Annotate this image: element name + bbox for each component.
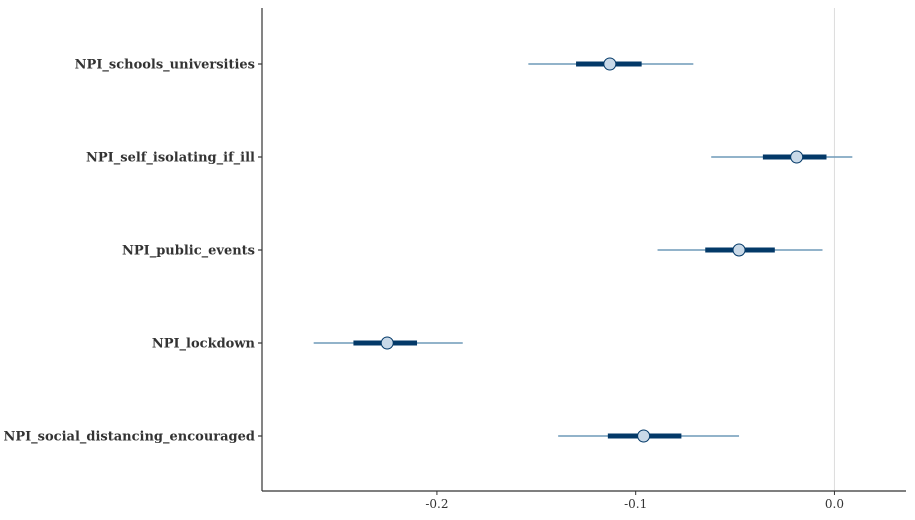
interval-row	[558, 429, 740, 443]
median-point	[637, 429, 651, 443]
median-point	[790, 150, 804, 164]
y-tick-label: NPI_social_distancing_encouraged	[3, 430, 255, 445]
y-axis: NPI_schools_universities NPI_self_isolati…	[3, 8, 263, 491]
interval-row	[528, 57, 694, 71]
x-tick-label: -0.2	[425, 497, 448, 511]
interval-marks	[313, 57, 853, 443]
median-point	[732, 243, 746, 257]
y-tick-label: NPI_lockdown	[152, 337, 256, 352]
y-tick-label: NPI_self_isolating_if_ill	[86, 151, 255, 166]
interval-row	[711, 150, 853, 164]
median-point	[380, 336, 394, 350]
x-tick-label: -0.1	[624, 497, 647, 511]
y-tick-label: NPI_schools_universities	[75, 58, 255, 73]
median-point	[603, 57, 617, 71]
interval-row	[657, 243, 823, 257]
y-tick-label: NPI_public_events	[122, 244, 255, 259]
interval-row	[313, 336, 463, 350]
x-axis: -0.2 -0.1 0.0	[262, 490, 906, 511]
x-tick-label: 0.0	[825, 497, 844, 511]
